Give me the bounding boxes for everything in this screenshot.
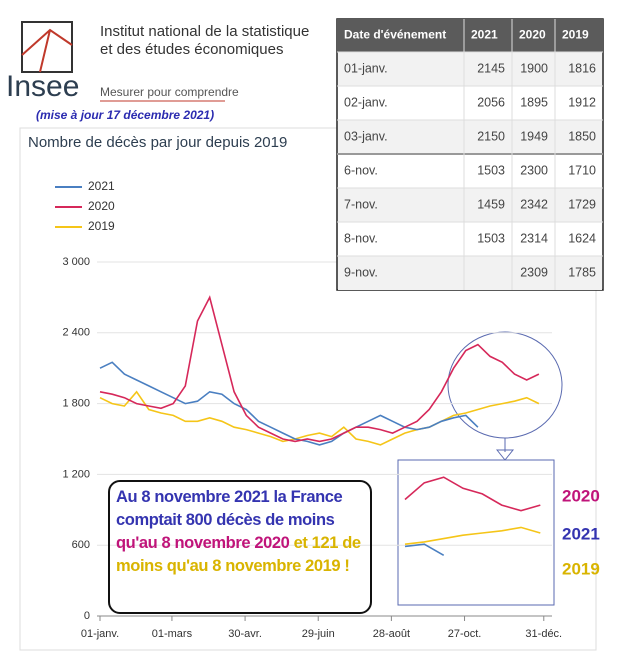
y-tick-label: 1 200: [62, 468, 90, 480]
table-cell: 2309: [520, 265, 548, 279]
x-tick-label: 27-oct.: [448, 628, 482, 640]
table-header: [337, 19, 603, 52]
table-cell: 9-nov.: [344, 265, 378, 279]
table-cell: 1912: [568, 95, 596, 109]
inset-frame: [397, 459, 555, 606]
table-cell: 1729: [568, 197, 596, 211]
x-tick-label: 01-mars: [152, 628, 193, 640]
inset-label: 2021: [562, 524, 600, 543]
table-cell: 1710: [568, 163, 596, 177]
table-header-cell: 2019: [562, 28, 589, 42]
table-cell: 1850: [568, 129, 596, 143]
table-cell: 8-nov.: [344, 231, 378, 245]
table-cell: 2342: [520, 197, 548, 211]
table-cell: 1624: [568, 231, 596, 245]
annotation-text: Au 8 novembre 2021 la France comptait 80…: [116, 488, 343, 529]
table-row: [338, 188, 602, 222]
y-tick-label: 600: [72, 539, 90, 551]
update-note: (mise à jour 17 décembre 2021): [36, 108, 214, 122]
table-cell: 1895: [520, 95, 548, 109]
annotation-box: Au 8 novembre 2021 la France comptait 80…: [108, 480, 372, 614]
table-cell: 1459: [477, 197, 505, 211]
inset-line: [404, 543, 445, 556]
series-line: [99, 390, 540, 446]
table-cell: 2150: [477, 129, 505, 143]
table-row: [338, 120, 602, 154]
series-line: [99, 361, 479, 446]
logo-icon: [21, 21, 73, 73]
y-tick-label: 0: [84, 610, 90, 622]
inset-line: [404, 476, 541, 512]
org-name: Institut national de la statistique: [100, 23, 309, 40]
table-cell: 03-janv.: [344, 129, 388, 143]
table-cell: 1949: [520, 129, 548, 143]
legend-label: 2020: [88, 199, 115, 213]
inset-label: 2020: [562, 486, 600, 505]
x-tick-label: 31-déc.: [525, 628, 562, 640]
x-tick-label: 30-avr.: [228, 628, 262, 640]
table-cell: 1785: [568, 265, 596, 279]
x-tick-label: 01-janv.: [81, 628, 119, 640]
table-cell: 2056: [477, 95, 505, 109]
table-cell: 1900: [520, 61, 548, 75]
table-cell: 2314: [520, 231, 548, 245]
y-tick-label: 2 400: [62, 327, 90, 339]
table-cell: 6-nov.: [344, 163, 378, 177]
table-row: [338, 256, 602, 290]
x-tick-label: 28-août: [373, 628, 410, 640]
table-cell: 01-janv.: [344, 61, 388, 75]
table-cell: 1503: [477, 163, 505, 177]
table-header-cell: Date d'événement: [344, 28, 446, 42]
table-row: [338, 52, 602, 86]
inset-line: [404, 526, 541, 545]
annotation-text: qu'au 8 novembre 2020: [116, 534, 290, 552]
y-tick-label: 1 800: [62, 398, 90, 410]
tagline: Mesurer pour comprendre: [100, 85, 239, 99]
inset-label: 2019: [562, 559, 600, 578]
logo-lines: [21, 28, 73, 73]
table-cell: 2145: [477, 61, 505, 75]
series-line: [99, 295, 540, 443]
table-cell: 02-janv.: [344, 95, 388, 109]
annotation-text: et 121 de moins qu'au 8 novembre 2019 !: [116, 534, 361, 575]
legend-label: 2021: [88, 179, 115, 193]
table-row: [338, 86, 602, 120]
arrow: [495, 438, 515, 461]
table-row: [338, 154, 602, 188]
table-header-cell: 2020: [519, 28, 546, 42]
table-row: [338, 222, 602, 256]
chart-title: Nombre de décès par jour depuis 2019: [28, 134, 287, 151]
logo-text: Insee: [6, 70, 79, 103]
org-name: et des études économiques: [100, 41, 283, 58]
legend-label: 2019: [88, 219, 115, 233]
x-tick-label: 29-juin: [302, 628, 335, 640]
table-cell: 7-nov.: [344, 197, 378, 211]
table-cell: 2300: [520, 163, 548, 177]
table-cell: 1816: [568, 61, 596, 75]
table-header-cell: 2021: [471, 28, 498, 42]
table-cell: 1503: [477, 231, 505, 245]
logo-box: [0, 0, 95, 104]
y-tick-label: 3 000: [62, 256, 90, 268]
